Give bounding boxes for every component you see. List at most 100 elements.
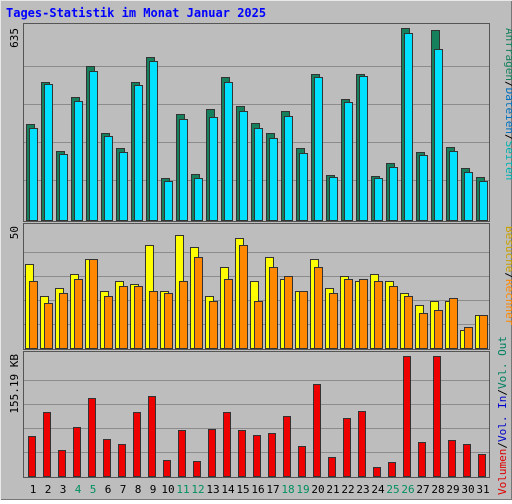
bar-volumen-day-29 xyxy=(448,440,456,477)
bar-dateien-day-7 xyxy=(119,152,128,221)
x-label-day-20: 20 xyxy=(311,483,324,496)
x-label-day-2: 2 xyxy=(45,483,52,496)
bar-dateien-day-6 xyxy=(104,136,113,221)
bar-rechner-day-2 xyxy=(44,303,53,349)
bar-rechner-day-17 xyxy=(269,267,278,349)
volume-max-label: 155.19 KB xyxy=(8,354,21,414)
x-label-day-31: 31 xyxy=(476,483,489,496)
x-label-day-6: 6 xyxy=(105,483,112,496)
x-label-day-24: 24 xyxy=(371,483,385,496)
bar-dateien-day-27 xyxy=(419,155,428,221)
bar-dateien-day-22 xyxy=(344,102,353,221)
legend-sep-5: / xyxy=(496,389,509,396)
chart-title: Tages-Statistik im Monat Januar 2025 xyxy=(6,6,266,20)
requests-max-label: 635 xyxy=(8,28,21,48)
x-label-day-18: 18 xyxy=(281,483,294,496)
bar-volumen-day-18 xyxy=(283,416,291,477)
bar-dateien-day-15 xyxy=(239,111,248,221)
bar-volumen-day-28 xyxy=(433,356,441,477)
bar-rechner-day-16 xyxy=(254,301,263,349)
x-label-day-3: 3 xyxy=(60,483,67,496)
bar-rechner-day-5 xyxy=(89,259,98,349)
bar-volumen-day-10 xyxy=(163,460,171,477)
x-label-day-9: 9 xyxy=(150,483,157,496)
legend-sep-1: / xyxy=(503,81,512,88)
panel-volume xyxy=(23,351,490,478)
legend-requests: Anfragen/Dateien/Seiten xyxy=(503,28,512,180)
legend-volumen: Volumen xyxy=(496,449,509,495)
bar-rechner-day-15 xyxy=(239,245,248,349)
x-label-day-13: 13 xyxy=(206,483,219,496)
bar-dateien-day-26 xyxy=(404,33,413,221)
bar-dateien-day-11 xyxy=(179,119,188,221)
legend-seiten: Seiten xyxy=(503,141,512,181)
bar-volumen-day-31 xyxy=(478,454,486,477)
x-label-day-14: 14 xyxy=(221,483,235,496)
bar-dateien-day-24 xyxy=(374,178,383,221)
bar-dateien-day-17 xyxy=(269,138,278,221)
bar-volumen-day-6 xyxy=(103,439,111,477)
bar-dateien-day-18 xyxy=(284,116,293,221)
bar-rechner-day-7 xyxy=(119,286,128,349)
bar-rechner-day-12 xyxy=(194,257,203,349)
bar-dateien-day-10 xyxy=(164,181,173,221)
legend-visits: Besuche/Rechner xyxy=(503,226,512,326)
x-label-day-22: 22 xyxy=(341,483,354,496)
x-label-day-27: 27 xyxy=(416,483,429,496)
bar-volumen-day-13 xyxy=(208,429,216,477)
panel-requests xyxy=(23,23,490,222)
bar-volumen-day-21 xyxy=(328,457,336,477)
x-label-day-23: 23 xyxy=(356,483,369,496)
bar-rechner-day-19 xyxy=(299,291,308,349)
bar-dateien-day-4 xyxy=(74,101,83,221)
bar-dateien-day-30 xyxy=(464,172,473,221)
x-label-day-11: 11 xyxy=(176,483,189,496)
legend-besuche: Besuche xyxy=(503,226,512,272)
bar-volumen-day-25 xyxy=(388,462,396,477)
x-label-day-12: 12 xyxy=(191,483,204,496)
bar-volumen-day-3 xyxy=(58,450,66,477)
bar-dateien-day-1 xyxy=(29,128,38,221)
x-label-day-8: 8 xyxy=(135,483,142,496)
bar-volumen-day-2 xyxy=(43,412,51,477)
bar-volumen-day-30 xyxy=(463,444,471,477)
x-label-day-25: 25 xyxy=(386,483,399,496)
bar-rechner-day-10 xyxy=(164,293,173,349)
bar-dateien-day-13 xyxy=(209,117,218,221)
bar-volumen-day-23 xyxy=(358,411,366,477)
bar-volumen-day-20 xyxy=(313,384,321,477)
bar-volumen-day-1 xyxy=(28,436,36,477)
bar-rechner-day-27 xyxy=(419,313,428,349)
bar-volumen-day-15 xyxy=(238,430,246,477)
x-axis-labels: 1 2 3 4 5 6 7 8 9 10 11 12 13 14 15 16 17 18 19 20 21 22 23 24 2… xyxy=(30,483,490,496)
bar-dateien-day-3 xyxy=(59,154,68,221)
bar-rechner-day-22 xyxy=(344,279,353,349)
bar-rechner-day-21 xyxy=(329,293,338,349)
bar-volumen-day-4 xyxy=(73,427,81,477)
bar-volumen-day-26 xyxy=(403,356,411,477)
panel-visits xyxy=(23,223,490,350)
bar-rechner-day-29 xyxy=(449,298,458,349)
bar-volumen-day-16 xyxy=(253,435,261,477)
x-label-day-16: 16 xyxy=(251,483,264,496)
bar-rechner-day-30 xyxy=(464,327,473,349)
bar-rechner-day-20 xyxy=(314,267,323,349)
x-label-day-19: 19 xyxy=(296,483,309,496)
bar-volumen-day-8 xyxy=(133,412,141,477)
x-label-day-26: 26 xyxy=(401,483,414,496)
bar-volumen-day-24 xyxy=(373,467,381,477)
bar-rechner-day-31 xyxy=(479,315,488,349)
legend-rechner: Rechner xyxy=(503,279,512,326)
legend-sep-4: / xyxy=(496,442,509,449)
legend-dateien: Dateien xyxy=(503,88,512,134)
bar-rechner-day-8 xyxy=(134,286,143,349)
bar-dateien-day-25 xyxy=(389,167,398,221)
bar-rechner-day-25 xyxy=(389,286,398,349)
bar-rechner-day-14 xyxy=(224,279,233,349)
bar-volumen-day-9 xyxy=(148,396,156,477)
bar-dateien-day-2 xyxy=(44,84,53,221)
bar-dateien-day-9 xyxy=(149,61,158,221)
bar-rechner-day-26 xyxy=(404,296,413,349)
bar-volumen-day-11 xyxy=(178,430,186,477)
